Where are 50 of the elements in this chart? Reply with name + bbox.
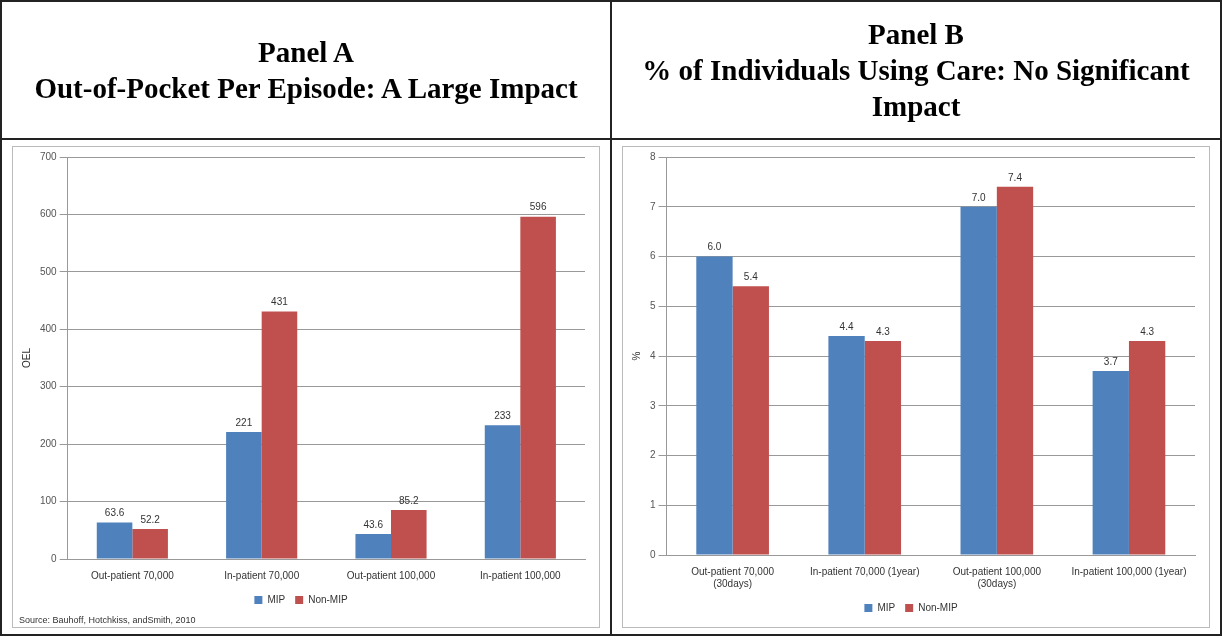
y-tick-label: 100: [40, 495, 58, 507]
x-tick-label: Out-patient 70,000 (30days): [691, 565, 775, 589]
x-tick-label: In-patient 70,000 (1year): [809, 565, 920, 577]
y-tick-label: 7: [650, 200, 656, 212]
legend-label: Non-MIP: [308, 593, 348, 605]
data-label: 5.4: [743, 271, 759, 283]
y-tick-label: 0: [51, 552, 58, 564]
legend-label: Non-MIP: [918, 601, 958, 613]
x-tick-label: Out-patient 70,000: [90, 569, 175, 581]
data-label: 43.6: [363, 518, 384, 530]
y-tick-label: 700: [40, 150, 58, 162]
chart-title: Panel A Out-of-Pocket Per Episode: A Large Impact: [2, 2, 610, 140]
x-tick-label: Out-patient 100,000: [346, 569, 436, 581]
y-tick-label: 2: [650, 449, 656, 461]
x-tick-label: In-patient 100,000 (1year): [1071, 565, 1187, 577]
y-tick-label: 5: [650, 300, 656, 311]
data-label: 52.2: [140, 513, 161, 525]
data-label: 221: [235, 416, 253, 428]
y-axis-title: %: [630, 351, 642, 361]
y-tick-label: 300: [40, 380, 58, 392]
data-label: 63.6: [104, 507, 125, 519]
y-tick-label: 500: [40, 265, 58, 277]
source-note: Source: Bauhoff, Hotchkiss, andSmith, 2010: [19, 615, 196, 625]
data-label: 4.3: [1140, 325, 1155, 337]
data-label: 7.4: [1008, 171, 1023, 183]
y-tick-label: 4: [650, 349, 656, 361]
data-label: 4.3: [875, 325, 891, 337]
data-label: 431: [271, 296, 289, 308]
y-tick-label: 1: [650, 499, 656, 510]
y-tick-label: 400: [40, 323, 58, 335]
x-tick-label: In-patient 70,000: [224, 569, 300, 581]
legend-label: MIP: [877, 601, 896, 613]
y-tick-label: 6: [650, 250, 656, 262]
y-axis-title: OEL: [20, 347, 32, 369]
data-label: 3.7: [1103, 355, 1119, 367]
y-tick-label: 3: [650, 399, 656, 411]
y-tick-label: 200: [40, 437, 58, 449]
data-label: 596: [529, 201, 547, 213]
y-tick-label: 0: [650, 548, 656, 560]
x-tick-label: In-patient 100,000: [480, 569, 562, 581]
data-label: 233: [494, 409, 512, 421]
data-label: 6.0: [707, 241, 722, 253]
data-label: 7.0: [971, 191, 987, 203]
y-tick-label: 600: [40, 208, 58, 220]
chart-title: Panel B % of Individuals Using Care: No Significant Impact: [612, 2, 1220, 140]
data-label: 4.4: [839, 320, 854, 332]
y-tick-label: 8: [650, 150, 656, 162]
x-tick-label: Out-patient 100,000 (30days): [952, 565, 1042, 589]
data-label: 85.2: [399, 494, 419, 506]
legend-label: MIP: [267, 593, 286, 605]
